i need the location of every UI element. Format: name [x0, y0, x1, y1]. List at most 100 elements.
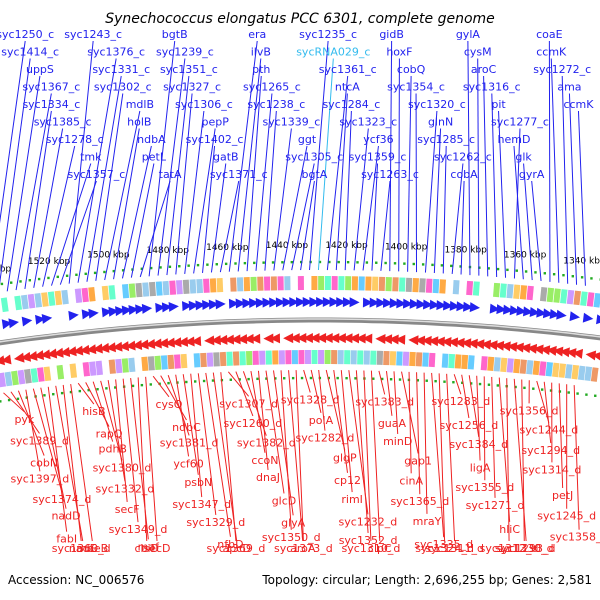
- feature-block: [324, 276, 331, 291]
- gene-leader-line: [167, 374, 190, 436]
- gene-leader-line: [483, 75, 489, 277]
- feature-arrow: [230, 334, 241, 345]
- feature-block: [121, 283, 130, 299]
- feature-block: [173, 354, 181, 369]
- feature-block: [147, 356, 155, 371]
- ruler-dot: [159, 266, 162, 269]
- feature-arrow: [171, 337, 182, 348]
- feature-block: [357, 350, 364, 365]
- feature-arrow: [250, 333, 261, 344]
- feature-block: [285, 350, 292, 365]
- ruler-label: 1540 kbp: [0, 264, 11, 274]
- feature-arrow: [369, 297, 380, 308]
- feature-block: [230, 277, 237, 292]
- ruler-dot: [140, 267, 144, 270]
- feature-arrow: [215, 299, 226, 310]
- gene-label: syc1365_d: [390, 495, 449, 508]
- feature-block: [402, 351, 410, 366]
- gene-label: syc1414_c: [1, 46, 59, 59]
- ruler-dot: [283, 377, 286, 380]
- gene-leader-line: [145, 376, 158, 542]
- ruler-dot: [585, 393, 588, 396]
- feature-block: [148, 281, 156, 297]
- feature-arrow: [1, 319, 13, 330]
- feature-block: [370, 350, 377, 365]
- feature-block: [257, 276, 264, 291]
- ruler-dot: [571, 275, 574, 278]
- gene-label: syc1354_c: [387, 81, 445, 94]
- feature-arrow: [506, 341, 518, 352]
- feature-arrow: [269, 333, 281, 344]
- gene-label: syc1361_c: [319, 63, 377, 76]
- ruler-dot: [112, 269, 115, 273]
- feature-arrow: [235, 298, 246, 309]
- gene-leader-line: [468, 375, 480, 438]
- gene-leader-line: [205, 372, 231, 537]
- feature-arrow: [66, 346, 77, 357]
- gene-label: syc1356_d: [500, 404, 559, 417]
- gene-label: ggt: [298, 133, 317, 146]
- feature-arrow: [40, 349, 51, 360]
- feature-block: [250, 276, 257, 291]
- ruler-dot: [69, 390, 73, 394]
- feature-block: [338, 276, 345, 291]
- gene-label: syc1359_c: [349, 151, 407, 164]
- feature-arrow: [467, 338, 478, 349]
- feature-arrow: [335, 333, 346, 344]
- feature-block: [376, 350, 384, 365]
- ruler-dot: [0, 282, 4, 286]
- feature-arrow: [141, 303, 153, 314]
- gene-leader-line: [77, 382, 95, 405]
- gene-leader-line: [550, 58, 560, 283]
- feature-block: [448, 353, 456, 369]
- feature-block: [425, 278, 433, 293]
- gene-leader-line: [378, 370, 386, 395]
- gene-label: ccmK: [563, 98, 594, 111]
- feature-block: [405, 277, 413, 292]
- feature-arrow: [375, 334, 386, 345]
- feature-arrow: [388, 334, 399, 345]
- feature-arrow: [68, 310, 79, 321]
- feature-block: [14, 295, 23, 311]
- gene-leader-line: [40, 387, 67, 509]
- gene-leader-line: [523, 163, 533, 281]
- gene-leader-line: [122, 378, 139, 523]
- feature-arrow: [208, 299, 220, 310]
- gene-leader-line: [433, 128, 442, 273]
- feature-block: [297, 276, 304, 291]
- feature-arrow: [434, 336, 445, 347]
- gene-leader-line: [42, 145, 76, 287]
- gene-leader-line: [107, 380, 126, 482]
- gene-leader-line: [295, 370, 304, 542]
- feature-block: [441, 353, 449, 368]
- gene-leader-line: [157, 58, 186, 276]
- gene-leader-line: [333, 369, 348, 473]
- feature-block: [200, 352, 207, 368]
- feature-arrow: [565, 348, 577, 359]
- gene-leader-line: [228, 40, 258, 272]
- gene-leader-line: [438, 373, 446, 542]
- gene-leader-line: [10, 391, 40, 434]
- ruler-label: 1500 kbp: [87, 251, 130, 261]
- gene-leader-line: [355, 370, 369, 533]
- ruler-dot: [140, 383, 144, 387]
- gene-label: syc1360_d: [52, 542, 111, 555]
- gene-label: cinA: [399, 474, 423, 487]
- gene-leader-line: [453, 374, 462, 395]
- feature-block: [577, 365, 586, 381]
- ruler-dot: [265, 377, 268, 380]
- ruler-label: 1460 kbp: [206, 243, 249, 253]
- ruler-dot: [60, 391, 64, 395]
- gene-leader-line: [77, 58, 117, 283]
- gene-label: syc1239_c: [156, 46, 214, 59]
- gene-label: syc1369_d: [207, 542, 266, 555]
- gene-label: pdhB: [98, 443, 126, 456]
- feature-arrow: [85, 344, 97, 355]
- feature-arrow: [269, 297, 280, 308]
- feature-block: [167, 354, 175, 370]
- gene-label: syc1385_c: [34, 116, 92, 129]
- feature-arrow: [181, 301, 193, 312]
- ruler-dot: [434, 379, 437, 383]
- feature-block: [43, 366, 52, 382]
- feature-block: [419, 278, 426, 293]
